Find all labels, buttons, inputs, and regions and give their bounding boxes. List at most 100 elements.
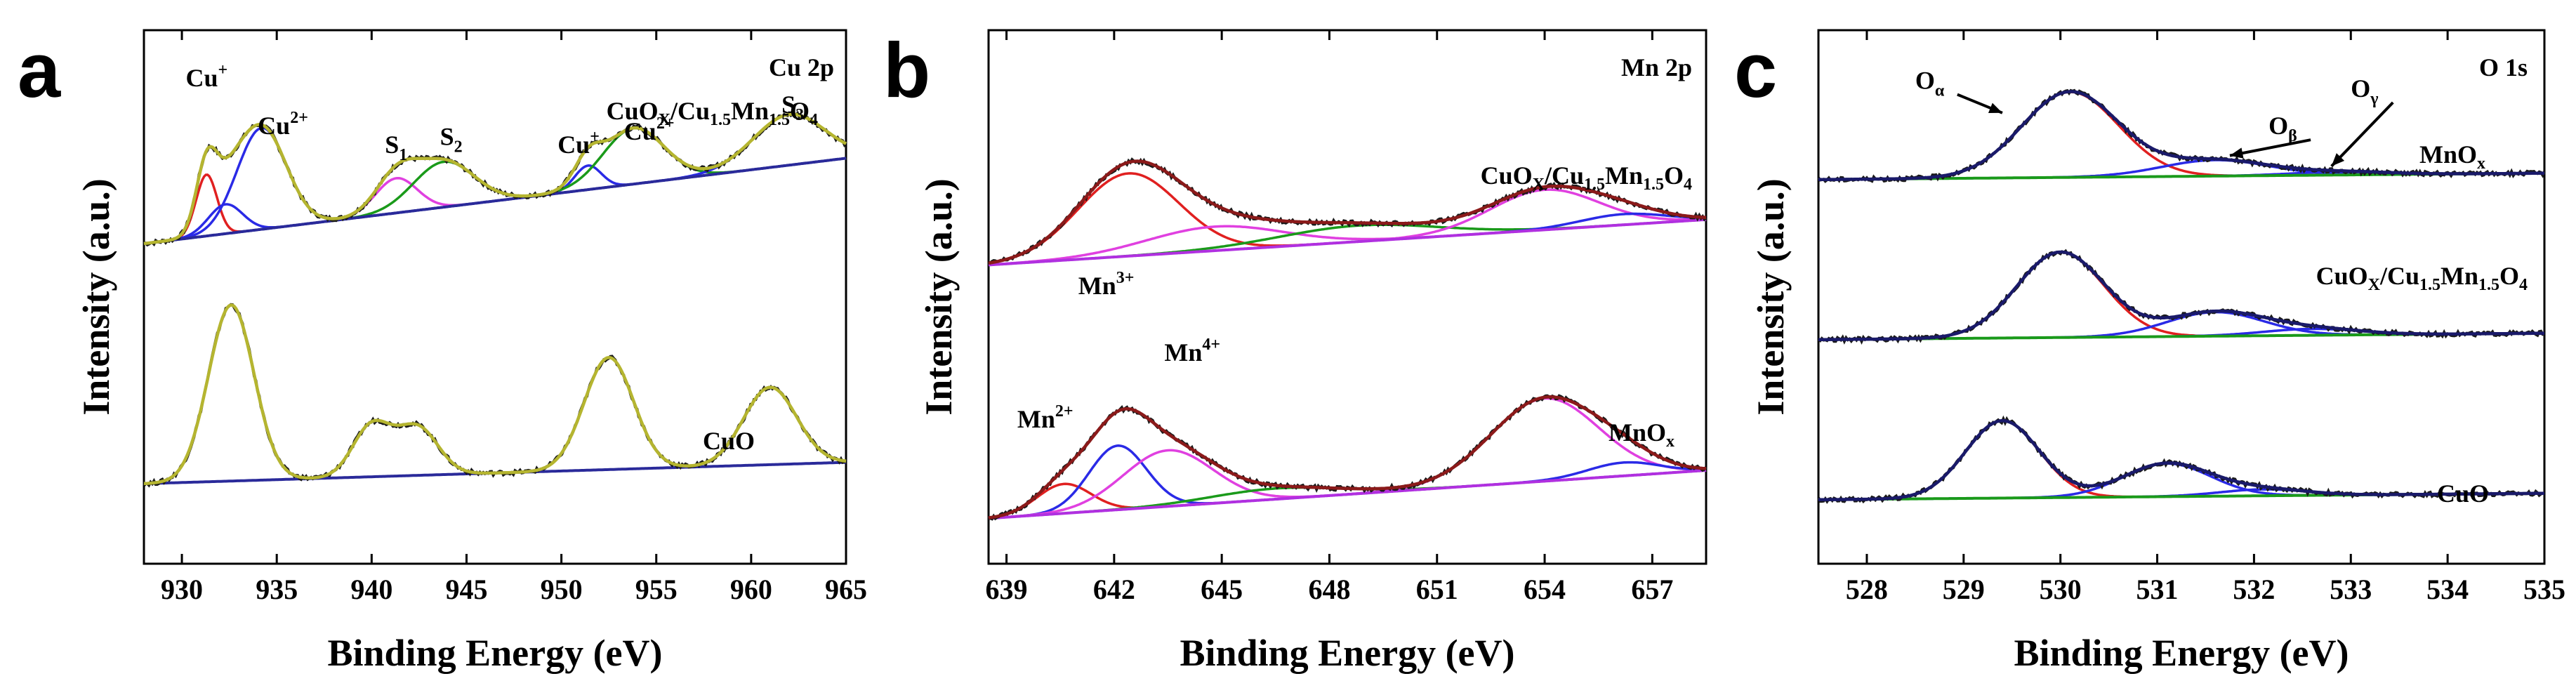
peak-annotation: Mn4+ bbox=[1164, 336, 1220, 366]
corner-label-a: Cu 2p bbox=[769, 53, 834, 81]
raw-spectrum bbox=[143, 110, 847, 247]
sample-label-a-bottom: CuO bbox=[703, 427, 755, 455]
x-ticks-c: 528 529 530 531 532 533 534 535 bbox=[1846, 30, 2565, 605]
x-tick-label: 654 bbox=[1524, 574, 1566, 605]
label-part: O bbox=[2499, 262, 2519, 290]
annotation-text: O bbox=[2268, 112, 2288, 140]
label-part: MnO bbox=[2419, 140, 2477, 168]
spectra-c bbox=[1817, 88, 2546, 504]
label-sub: X bbox=[659, 111, 671, 129]
label-sub: 4 bbox=[2519, 276, 2528, 294]
label-part: O bbox=[790, 97, 810, 125]
x-tick-label: 935 bbox=[256, 574, 298, 605]
x-axis-title-c: Binding Energy (eV) bbox=[2014, 632, 2349, 674]
x-tick-label: 648 bbox=[1308, 574, 1350, 605]
label-sub: 1.5 bbox=[1643, 176, 1664, 194]
annotation-text: Cu bbox=[185, 64, 218, 92]
annotations-b: Mn2+Mn3+Mn4+ bbox=[1017, 269, 1220, 433]
label-sub: X bbox=[2368, 276, 2381, 294]
annotation-text: Cu bbox=[557, 131, 590, 159]
annotation-text: Mn bbox=[1017, 405, 1055, 433]
annotation-text: O bbox=[2351, 74, 2370, 102]
x-tick-label: 529 bbox=[1943, 574, 1985, 605]
panel-letter-b: b bbox=[883, 27, 930, 114]
annotation-arrow bbox=[2330, 101, 2394, 168]
x-tick-label: 965 bbox=[825, 574, 867, 605]
corner-label-c: O 1s bbox=[2479, 53, 2528, 81]
label-part: CuO bbox=[1481, 161, 1533, 190]
peak-annotation: S1 bbox=[385, 131, 407, 164]
sample-label-b-top: CuOX/Cu1.5Mn1.5O4 bbox=[1481, 161, 1692, 194]
x-tick-label: 642 bbox=[1093, 574, 1135, 605]
annotation-sub: β bbox=[2288, 127, 2297, 145]
x-tick-label: 532 bbox=[2233, 574, 2275, 605]
x-tick-label: 645 bbox=[1201, 574, 1243, 605]
annotation-sub: 3 bbox=[795, 106, 804, 124]
sample-label-b-bottom: MnOx bbox=[1609, 418, 1675, 451]
x-tick-label: 657 bbox=[1631, 574, 1673, 605]
envelope-fit bbox=[143, 112, 847, 246]
spectra-b bbox=[988, 157, 1708, 521]
plot-frame-a bbox=[143, 29, 847, 565]
x-tick-label: 651 bbox=[1416, 574, 1458, 605]
annotation-arrowhead bbox=[1988, 102, 2002, 114]
y-axis-title-c: Intensity (a.u.) bbox=[1750, 178, 1792, 416]
annotation-sup: 3+ bbox=[1116, 269, 1135, 287]
annotation-text: Mn bbox=[1164, 338, 1202, 366]
fit-peak-S3 bbox=[143, 113, 847, 245]
peak-annotation: Mn2+ bbox=[1017, 402, 1074, 433]
envelope-fit bbox=[1818, 419, 2544, 502]
envelope-fit bbox=[1818, 250, 2544, 342]
label-part: CuO bbox=[607, 97, 659, 125]
envelope-fit bbox=[988, 159, 1707, 265]
label-sub: 1.5 bbox=[710, 111, 731, 129]
fit-peak-Mn4- bbox=[988, 449, 1707, 520]
x-tick-label: 528 bbox=[1846, 574, 1888, 605]
label-part: O bbox=[1664, 161, 1684, 190]
annotation-sup: 2+ bbox=[1055, 402, 1074, 421]
label-part: CuO bbox=[2316, 262, 2368, 290]
annotation-text: Cu bbox=[258, 112, 290, 140]
x-tick-label: 533 bbox=[2330, 574, 2372, 605]
panel-letter-c: c bbox=[1734, 27, 1777, 114]
peak-annotation: S3 bbox=[781, 91, 804, 124]
envelope-fit bbox=[1818, 90, 2544, 182]
annotation-text: Mn bbox=[1078, 272, 1116, 300]
envelope-fit bbox=[143, 303, 847, 486]
x-tick-label: 535 bbox=[2523, 574, 2565, 605]
annotation-sub: 1 bbox=[399, 146, 407, 164]
annotation-text: Cu bbox=[624, 117, 656, 145]
label-part: Mn bbox=[1605, 161, 1643, 190]
x-ticks-a: 930 935 940 945 950 955 960 965 bbox=[161, 30, 867, 605]
annotation-text: S bbox=[385, 131, 399, 159]
annotation-sup: + bbox=[590, 128, 600, 146]
label-part: /Cu bbox=[1544, 161, 1584, 190]
label-part: /Cu bbox=[670, 97, 710, 125]
peak-annotation: Cu+ bbox=[185, 61, 227, 92]
label-sub: 1.5 bbox=[2419, 276, 2440, 294]
panel-b: b 639 642 645 648 651 654 657 Mn2+Mn3+Mn4+ Mn … bbox=[883, 27, 1708, 674]
x-tick-label: 531 bbox=[2136, 574, 2179, 605]
label-part: Mn bbox=[2440, 262, 2478, 290]
x-tick-label: 639 bbox=[986, 574, 1028, 605]
annotation-sup: 2+ bbox=[656, 114, 675, 133]
sample-label-c-top: MnOx bbox=[2419, 140, 2485, 173]
spectra-a bbox=[143, 110, 847, 488]
label-sub: 1.5 bbox=[2478, 276, 2499, 294]
corner-label-b: Mn 2p bbox=[1621, 53, 1692, 81]
annotation-arrowhead bbox=[2229, 147, 2244, 159]
label-sub: 1.5 bbox=[769, 111, 790, 129]
background-line bbox=[988, 469, 1707, 520]
peak-annotation: Cu2+ bbox=[258, 109, 308, 140]
x-axis-title-a: Binding Energy (eV) bbox=[327, 632, 662, 674]
peak-annotation: Cu+ bbox=[557, 128, 600, 159]
annotation-text: O bbox=[1915, 67, 1935, 95]
fit-peak-O- bbox=[1818, 251, 2544, 341]
sample-label-c-middle: CuOX/Cu1.5Mn1.5O4 bbox=[2316, 262, 2528, 294]
raw-spectrum bbox=[1818, 249, 2544, 345]
x-tick-label: 930 bbox=[161, 574, 203, 605]
annotation-sup: 4+ bbox=[1202, 336, 1220, 354]
annotation-sup: 2+ bbox=[290, 109, 308, 127]
